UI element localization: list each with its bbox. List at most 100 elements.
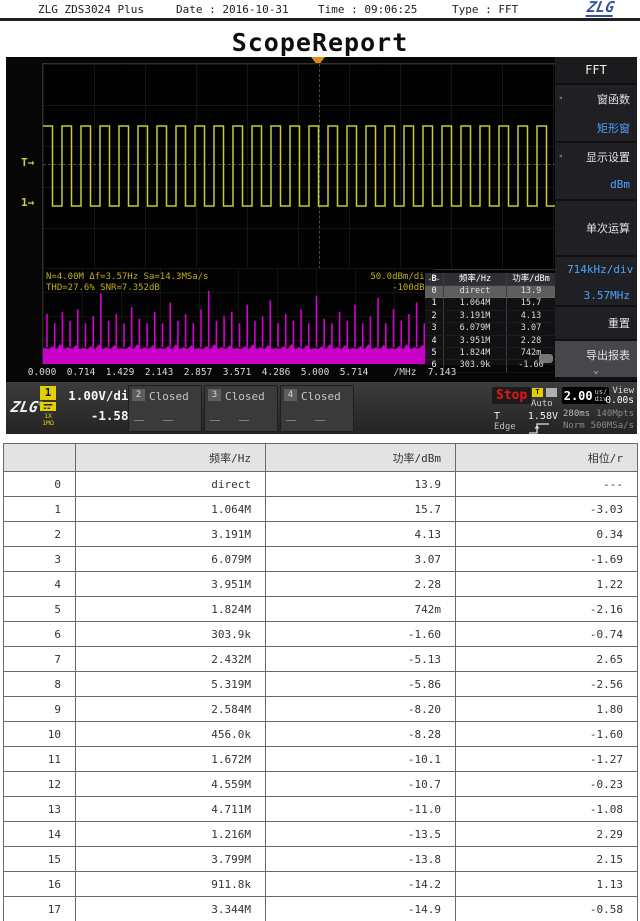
trigger-source: T — [494, 411, 501, 422]
trigger-aux-badge — [546, 388, 557, 397]
table-header-cell: 相位/r — [455, 443, 638, 472]
table-cell: 7 — [3, 646, 76, 672]
table-cell: -10.1 — [265, 746, 456, 772]
table-cell: -1.69 — [455, 546, 638, 572]
zlg-logo: ZLG — [585, 0, 616, 17]
screen-table-row: 0 direct 13.9 — [425, 286, 555, 299]
screen-table-row: 3 6.079M 3.07 — [425, 323, 555, 336]
table-nav-right-icon[interactable]: ▸ — [436, 276, 441, 283]
screen-table-body: 0 direct 13.9 1 1.064M 15.7 2 3.191M 4.13 3 6.079M… — [425, 286, 555, 373]
menu-item-display-settings[interactable]: ◂ 显示设置 dBm — [555, 143, 637, 199]
trigger-mode[interactable]: Auto — [531, 399, 553, 409]
coupling-dash — [210, 420, 220, 421]
square-wave-trace — [43, 125, 556, 207]
table-cell: 4.711M — [75, 796, 266, 822]
scroll-thumb[interactable] — [539, 354, 553, 363]
channel-1-offset[interactable]: -1.58V — [90, 408, 136, 423]
axis-tick-label: 0.714 — [66, 367, 96, 378]
screen-table-row: 2 3.191M 4.13 — [425, 310, 555, 324]
table-header-cell — [3, 443, 76, 472]
run-stop-button[interactable]: Stop — [492, 387, 532, 404]
axis-unit-label: /MHz — [393, 367, 417, 378]
table-body: 0 direct 13.9 --- 1 1.064M 15.7 -3.03 2 3.191M 4.1… — [3, 471, 638, 921]
table-cell: 456.0k — [75, 721, 266, 747]
screen-table-cell: 1 — [425, 298, 444, 310]
table-cell: 5 — [3, 596, 76, 622]
screen-table-cell: 303.9k — [444, 360, 507, 372]
table-cell: 3.799M — [75, 846, 266, 872]
menu-item-single-run[interactable]: 单次运算 — [555, 201, 637, 255]
timebase-scale[interactable]: 2.00 us/div — [562, 387, 609, 404]
table-cell: -3.03 — [455, 496, 638, 522]
screen-table-row: 4 3.951M 2.28 — [425, 335, 555, 348]
table-row: 12 4.559M -10.7 -0.23 — [3, 771, 638, 797]
table-row: 7 2.432M -5.13 2.65 — [3, 646, 638, 672]
trigger-position-icon[interactable] — [311, 57, 325, 66]
screen-table-row: 1 1.064M 15.7 — [425, 298, 555, 311]
table-row: 11 1.672M -10.1 -1.27 — [3, 746, 638, 772]
coupling-dash — [134, 420, 144, 421]
screen-table-cell: 1.064M — [444, 298, 507, 310]
table-cell: 12 — [3, 771, 76, 797]
table-row: 5 1.824M 742m -2.16 — [3, 596, 638, 622]
screen-table-cell: 3 — [425, 323, 444, 335]
table-cell: -5.86 — [265, 671, 456, 697]
view-label: View — [612, 386, 634, 396]
table-cell: -13.8 — [265, 846, 456, 872]
screen-table-cell: 4.13 — [520, 310, 542, 321]
table-cell: -10.7 — [265, 771, 456, 797]
acquire-mode: Norm — [563, 421, 585, 431]
table-row: 15 3.799M -13.8 2.15 — [3, 846, 638, 872]
channel-4-box[interactable]: 4 Closed — [280, 385, 354, 432]
channel-3-box[interactable]: 3 Closed — [204, 385, 278, 432]
table-nav-left-icon[interactable]: ◂ — [427, 276, 432, 283]
page-title: ScopeReport — [231, 28, 409, 57]
menu-item-label: 导出报表 — [586, 349, 630, 362]
table-cell: 1.13 — [455, 871, 638, 897]
channel-2-box[interactable]: 2 Closed — [128, 385, 202, 432]
menu-title: FFT — [555, 57, 637, 83]
menu-item-label: 重置 — [608, 317, 630, 330]
screen-table-cell: 3.07 — [520, 323, 542, 334]
fft-stats-line1: N=4.00M Δf=3.57Hz Sa=14.3MSa/s — [46, 272, 209, 282]
timebase-box: 2.00 us/div View 0.00s 280ms 140Mpts Nor… — [562, 384, 635, 432]
trigger-level-marker[interactable]: T→ — [21, 156, 35, 169]
table-row: 14 1.216M -13.5 2.29 — [3, 821, 638, 847]
table-cell: -0.58 — [455, 896, 638, 921]
table-cell: 1.22 — [455, 571, 638, 597]
fft-axis: 0.000 0.714 1.429 2.143 2.857 3.571 4.286 5.000… — [6, 366, 555, 381]
table-cell: 14 — [3, 821, 76, 847]
table-cell: 1 — [3, 496, 76, 522]
table-cell: 16 — [3, 871, 76, 897]
table-cell: 3.951M — [75, 571, 266, 597]
menu-item-label: 单次运算 — [586, 222, 630, 235]
menu-item-scale[interactable]: 714kHz/div 3.57MHz — [555, 257, 637, 305]
trigger-type[interactable]: Edge — [494, 422, 516, 432]
trigger-level[interactable]: 1.58V — [527, 411, 558, 422]
axis-tick-label: 2.857 — [183, 367, 213, 378]
menu-item-label: 714kHz/div — [567, 263, 634, 276]
table-cell: 1.824M — [75, 596, 266, 622]
menu-item-export-report[interactable]: 导出报表 ⌄ — [555, 341, 637, 377]
table-cell: -1.08 — [455, 796, 638, 822]
channel1-marker[interactable]: 1→ — [21, 196, 35, 209]
menu-item-value: dBm — [610, 178, 630, 191]
fft-spectrum — [43, 291, 433, 364]
table-row: 9 2.584M -8.20 1.80 — [3, 696, 638, 722]
table-cell: 1.216M — [75, 821, 266, 847]
menu-item-reset[interactable]: 重置 — [555, 307, 637, 339]
table-cell: 3.191M — [75, 521, 266, 547]
axis-tick-label: 4.286 — [261, 367, 291, 378]
table-cell: 13 — [3, 796, 76, 822]
screen-table-row: 6 303.9k -1.60 — [425, 360, 555, 373]
screen-table-cell: 4 — [425, 335, 444, 347]
axis-tick-label: 2.143 — [144, 367, 174, 378]
harmonics-table: 频率/Hz 功率/dBm 相位/r 0 direct 13.9 --- 1 1.064M 15.… — [3, 443, 638, 921]
table-cell: 17 — [3, 896, 76, 921]
fft-spectrum-window: N=4.00M Δf=3.57Hz Sa=14.3MSa/s THD=27.6%… — [42, 268, 433, 364]
trigger-status-box: Stop T Auto T 1.58V Edge — [490, 384, 560, 434]
channel-1-vdiv[interactable]: 1.00V/div — [68, 388, 136, 403]
channel-1-badge[interactable]: 1 — [40, 386, 56, 400]
table-row: 16 911.8k -14.2 1.13 — [3, 871, 638, 897]
menu-item-window-function[interactable]: ◂ 窗函数 矩形窗 — [555, 85, 637, 141]
